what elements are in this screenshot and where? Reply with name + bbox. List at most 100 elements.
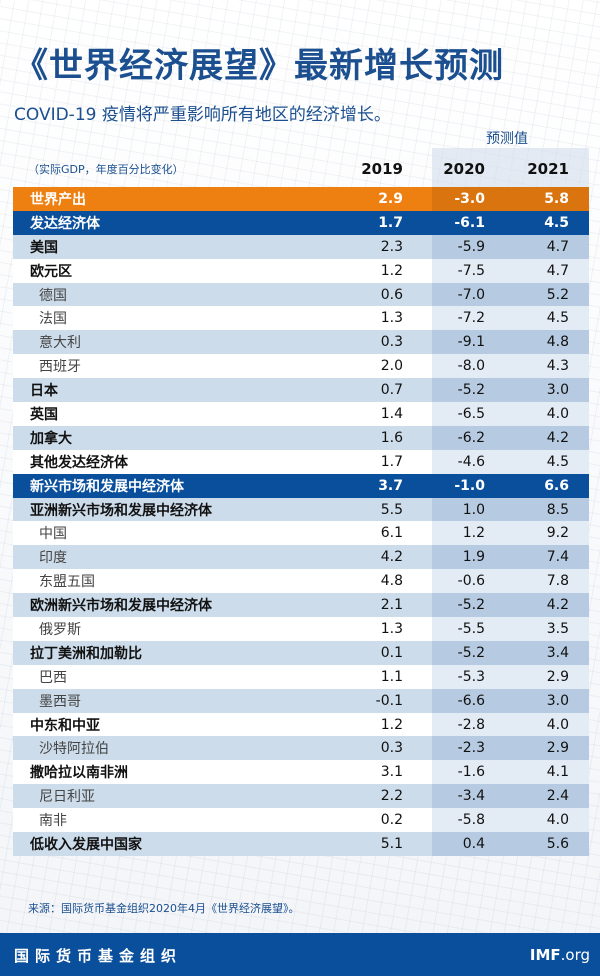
cell-2020: -2.8 bbox=[457, 716, 485, 733]
row-label: 南非 bbox=[39, 813, 67, 830]
table-row-emerging: 新兴市场和发展中经济体 3.7 -1.0 6.6 bbox=[13, 473, 589, 498]
cell-2021: 2.9 bbox=[546, 740, 569, 757]
cell-2021: 5.6 bbox=[546, 835, 569, 852]
cell-2020: 0.4 bbox=[462, 835, 485, 852]
cell-2019: 2.2 bbox=[380, 788, 403, 805]
cell-2020: 1.9 bbox=[462, 549, 485, 566]
table-row: 墨西哥 -0.1 -6.6 3.0 bbox=[13, 688, 589, 713]
cell-2020: -6.2 bbox=[457, 429, 485, 446]
row-label: 德国 bbox=[39, 287, 67, 304]
cell-2019: 1.3 bbox=[380, 620, 403, 637]
table-row: 英国 1.4 -6.5 4.0 bbox=[13, 402, 589, 426]
row-label: 拉丁美洲和加勒比 bbox=[30, 645, 142, 662]
cell-2019: 6.1 bbox=[380, 525, 403, 542]
row-label: 中东和中亚 bbox=[30, 717, 100, 734]
cell-2020: -5.9 bbox=[457, 238, 485, 255]
cell-2021: 4.0 bbox=[546, 716, 569, 733]
row-label: 加拿大 bbox=[30, 430, 72, 447]
table-row: 东盟五国 4.8 -0.6 7.8 bbox=[13, 569, 589, 594]
cell-2021: 3.0 bbox=[546, 692, 569, 709]
cell-2020: -1.0 bbox=[454, 477, 485, 494]
cell-2021: 4.7 bbox=[546, 262, 569, 279]
cell-2020: -5.5 bbox=[457, 620, 485, 637]
cell-2020: -5.2 bbox=[457, 597, 485, 614]
table-row: 意大利 0.3 -9.1 4.8 bbox=[13, 330, 589, 355]
cell-2021: 4.5 bbox=[546, 453, 569, 470]
cell-2019: 0.6 bbox=[380, 286, 403, 303]
unit-label: （实际GDP，年度百分比变化） bbox=[28, 163, 184, 176]
cell-2021: 6.6 bbox=[544, 477, 569, 494]
cell-2019: 1.1 bbox=[380, 668, 403, 685]
table-row: 尼日利亚 2.2 -3.4 2.4 bbox=[13, 784, 589, 809]
table-row-advanced: 发达经济体 1.7 -6.1 4.5 bbox=[13, 210, 589, 235]
page-title: 《世界经济展望》最新增长预测 bbox=[14, 46, 504, 86]
row-label: 墨西哥 bbox=[39, 693, 81, 710]
row-label: 法国 bbox=[39, 311, 67, 328]
row-label: 沙特阿拉伯 bbox=[39, 741, 109, 758]
cell-2020: -1.6 bbox=[457, 764, 485, 781]
cell-2020: -5.2 bbox=[457, 382, 485, 399]
cell-2021: 2.9 bbox=[546, 668, 569, 685]
table-row: 沙特阿拉伯 0.3 -2.3 2.9 bbox=[13, 736, 589, 761]
table-row: 低收入发展中国家 5.1 0.4 5.6 bbox=[13, 832, 589, 856]
cell-2020: 1.0 bbox=[462, 501, 485, 518]
table-row: 日本 0.7 -5.2 3.0 bbox=[13, 378, 589, 403]
cell-2019: 1.7 bbox=[380, 453, 403, 470]
cell-2019: 2.0 bbox=[380, 358, 403, 375]
site-rest: .org bbox=[560, 946, 590, 964]
cell-2020: -7.2 bbox=[457, 310, 485, 327]
column-header-2020: 2020 bbox=[443, 160, 485, 178]
cell-2021: 7.4 bbox=[546, 549, 569, 566]
cell-2019: 0.2 bbox=[380, 812, 403, 829]
table-row: 法国 1.3 -7.2 4.5 bbox=[13, 306, 589, 331]
table-row: 欧元区 1.2 -7.5 4.7 bbox=[13, 258, 589, 283]
cell-2020: -6.5 bbox=[457, 405, 485, 422]
row-label: 亚洲新兴市场和发展中经济体 bbox=[30, 502, 212, 519]
row-label: 英国 bbox=[30, 406, 58, 423]
cell-2020: -6.6 bbox=[457, 692, 485, 709]
cell-2019: 2.9 bbox=[378, 190, 403, 207]
table-row: 德国 0.6 -7.0 5.2 bbox=[13, 282, 589, 307]
cell-2019: 1.2 bbox=[380, 262, 403, 279]
growth-table: 世界产出 2.9 -3.0 5.8 发达经济体 1.7 -6.1 4.5 美国 2.3 -5.9… bbox=[13, 187, 589, 856]
site-bold: IMF bbox=[529, 946, 561, 964]
cell-2019: -0.1 bbox=[375, 692, 403, 709]
table-row-world: 世界产出 2.9 -3.0 5.8 bbox=[13, 187, 589, 211]
cell-2020: -4.6 bbox=[457, 453, 485, 470]
cell-2019: 1.6 bbox=[380, 429, 403, 446]
cell-2021: 9.2 bbox=[546, 525, 569, 542]
cell-2019: 4.2 bbox=[380, 549, 403, 566]
cell-2020: -0.6 bbox=[457, 573, 485, 590]
cell-2020: -5.2 bbox=[457, 644, 485, 661]
table-row: 拉丁美洲和加勒比 0.1 -5.2 3.4 bbox=[13, 640, 589, 665]
row-label: 新兴市场和发展中经济体 bbox=[30, 478, 184, 495]
row-label: 俄罗斯 bbox=[39, 621, 81, 638]
cell-2019: 0.3 bbox=[380, 334, 403, 351]
table-row: 中东和中亚 1.2 -2.8 4.0 bbox=[13, 712, 589, 737]
table-row: 南非 0.2 -5.8 4.0 bbox=[13, 808, 589, 833]
cell-2019: 0.3 bbox=[380, 740, 403, 757]
row-label: 印度 bbox=[39, 550, 67, 567]
cell-2020: -3.0 bbox=[454, 190, 485, 207]
cell-2021: 4.7 bbox=[546, 238, 569, 255]
cell-2020: -8.0 bbox=[457, 358, 485, 375]
imf-site-link[interactable]: IMF.org bbox=[530, 946, 590, 964]
cell-2021: 4.8 bbox=[546, 334, 569, 351]
table-row: 俄罗斯 1.3 -5.5 3.5 bbox=[13, 617, 589, 641]
cell-2019: 2.3 bbox=[380, 238, 403, 255]
cell-2019: 0.1 bbox=[380, 644, 403, 661]
cell-2021: 7.8 bbox=[546, 573, 569, 590]
cell-2019: 1.7 bbox=[378, 214, 403, 231]
cell-2021: 3.5 bbox=[546, 620, 569, 637]
cell-2019: 4.8 bbox=[380, 573, 403, 590]
page-subtitle: COVID-19 疫情将严重影响所有地区的经济增长。 bbox=[14, 105, 391, 125]
cell-2020: -9.1 bbox=[457, 334, 485, 351]
row-label: 其他发达经济体 bbox=[30, 454, 128, 471]
table-row: 其他发达经济体 1.7 -4.6 4.5 bbox=[13, 449, 589, 474]
footer-org-name: 国际货币基金组织 bbox=[14, 947, 183, 965]
row-label: 世界产出 bbox=[30, 191, 86, 208]
source-note: 来源：国际货币基金组织2020年4月《世界经济展望》。 bbox=[28, 902, 300, 915]
cell-2020: 1.2 bbox=[462, 525, 485, 542]
cell-2021: 5.2 bbox=[546, 286, 569, 303]
row-label: 日本 bbox=[30, 383, 58, 400]
